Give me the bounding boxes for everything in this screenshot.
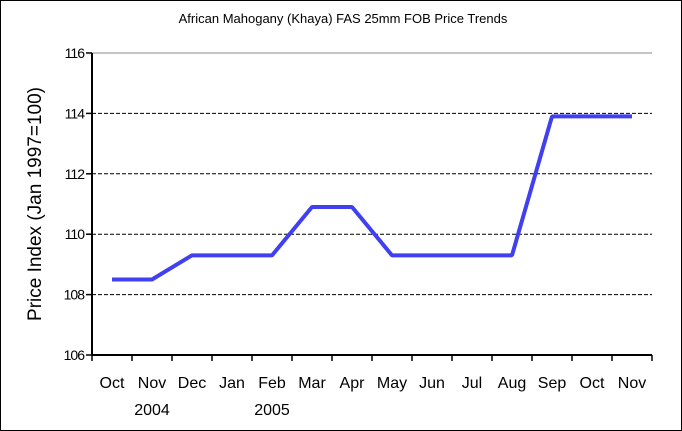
- x-tick-label: Oct: [580, 375, 605, 392]
- x-tick-label: Mar: [298, 375, 326, 392]
- y-tick-label: 114: [65, 105, 86, 121]
- x-tick-label: Jun: [419, 375, 445, 392]
- x-tick-label: Nov: [138, 375, 166, 392]
- y-tick-label: 110: [65, 226, 86, 242]
- chart-title: African Mahogany (Khaya) FAS 25mm FOB Pr…: [179, 11, 508, 26]
- y-tick-label: 116: [65, 45, 86, 61]
- x-tick-label: Jul: [462, 375, 482, 392]
- y-axis-label: Price Index (Jan 1997=100): [25, 87, 46, 321]
- x-tick-label: Aug: [498, 375, 526, 392]
- year-label: 2005: [254, 402, 290, 419]
- y-tick-label: 108: [64, 287, 86, 303]
- x-tick-label: May: [377, 375, 407, 392]
- x-tick-label: Dec: [178, 375, 206, 392]
- x-tick-label: Jan: [219, 375, 245, 392]
- y-tick-label: 106: [64, 347, 86, 363]
- x-tick-label: Sep: [538, 375, 567, 392]
- y-tick-label: 112: [65, 166, 86, 182]
- x-tick-label: Oct: [100, 375, 125, 392]
- series-line: [112, 114, 632, 282]
- x-tick-label: Apr: [340, 375, 366, 392]
- x-tick-label: Nov: [618, 375, 646, 392]
- year-label: 2004: [134, 402, 170, 419]
- x-tick-label: Feb: [258, 375, 286, 392]
